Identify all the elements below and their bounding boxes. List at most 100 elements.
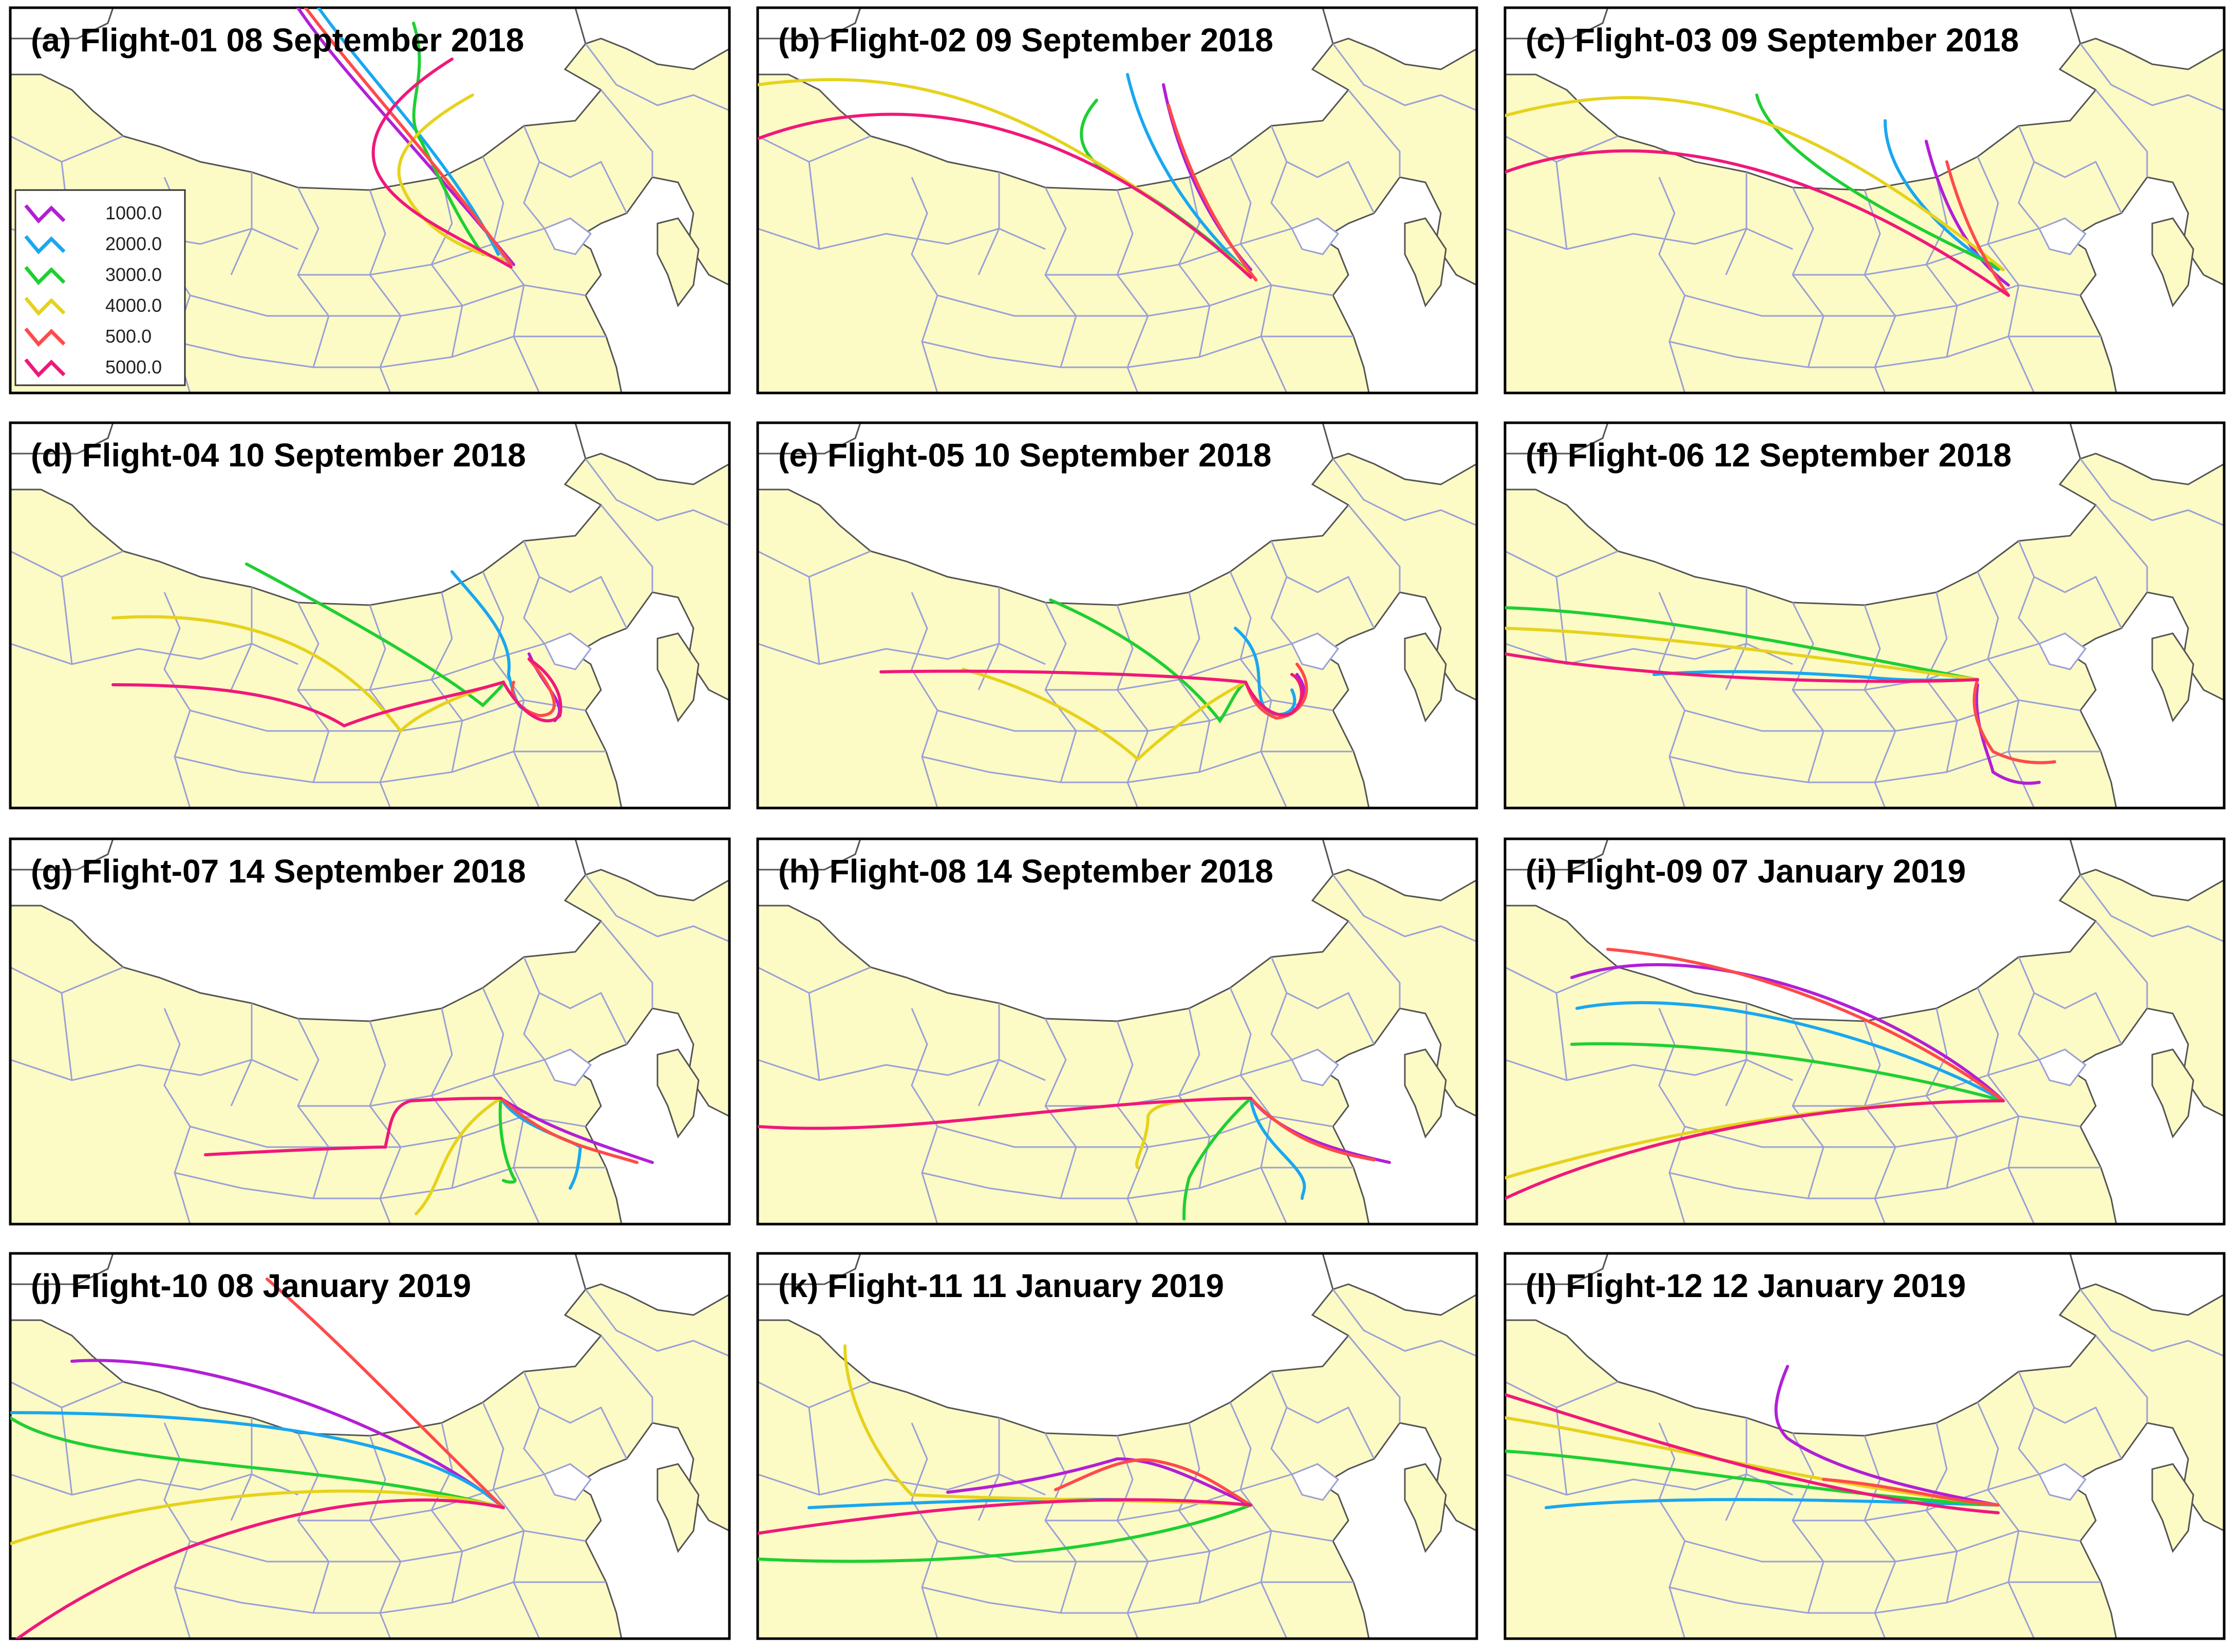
trajectory-3000: [1570, 1042, 2005, 1102]
legend: 1000.0 2000.0 3000.0 4000.0 500.0 5000.0: [14, 189, 186, 386]
panel-title: (l) Flight-12 12 January 2019: [1526, 1267, 1966, 1304]
legend-swatch-5000: [24, 358, 66, 378]
trajectory-3000: [412, 22, 484, 256]
basemap: [1505, 839, 2224, 1224]
trajectory-1000: [1975, 683, 2041, 785]
legend-label: 3000.0: [105, 264, 162, 285]
trajectory-5000: [879, 669, 1303, 717]
basemap: [758, 8, 1477, 393]
panel-a: (a) Flight-01 08 September 2018 1000.0 2…: [10, 8, 729, 393]
panel-j: (j) Flight-10 08 January 2019: [10, 1253, 729, 1644]
trajectory-5000: [1505, 1099, 2005, 1200]
panel-title: (i) Flight-09 07 January 2019: [1526, 853, 1966, 890]
legend-label: 4000.0: [105, 295, 162, 316]
trajectory-4000: [962, 668, 1247, 762]
trajectory-1000: [70, 1359, 505, 1509]
trajectory-500: [266, 1278, 505, 1509]
basemap: [1505, 8, 2224, 393]
trajectory-500: [1945, 160, 2010, 297]
panel-i: (i) Flight-09 07 January 2019: [1505, 839, 2224, 1224]
trajectory-3000: [498, 1097, 517, 1184]
trajectory-500: [1822, 1478, 2000, 1507]
trajectory-3000: [758, 1504, 1252, 1563]
trajectory-500: [304, 8, 513, 266]
trajectory-4000: [1505, 96, 2005, 271]
legend-label: 500.0: [105, 326, 152, 347]
trajectory-1000: [946, 1457, 1252, 1507]
legend-label: 5000.0: [105, 356, 162, 378]
trajectory-500: [499, 1097, 638, 1164]
trajectory-2000: [1884, 119, 2000, 271]
legend-swatch-4000: [24, 296, 66, 316]
trajectory-5000: [758, 112, 1252, 279]
panel-title: (a) Flight-01 08 September 2018: [31, 22, 524, 59]
legend-swatch-3000: [24, 266, 66, 286]
trajectory-2000: [1575, 1001, 2005, 1102]
panel-title: (j) Flight-10 08 January 2019: [31, 1267, 471, 1304]
panel-l: (l) Flight-12 12 January 2019: [1505, 1253, 2224, 1639]
panel-e: (e) Flight-05 10 September 2018: [758, 423, 1477, 808]
panel-b: (b) Flight-02 09 September 2018: [758, 8, 1477, 393]
panel-title: (c) Flight-03 09 September 2018: [1526, 22, 2019, 59]
trajectory-3000: [10, 1416, 505, 1509]
panel-c: (c) Flight-03 09 September 2018: [1505, 8, 2224, 393]
trajectory-3000: [1182, 1097, 1252, 1221]
trajectory-500: [1606, 948, 2005, 1102]
basemap: [1505, 1253, 2224, 1639]
legend-label: 1000.0: [105, 202, 162, 223]
panel-title: (g) Flight-07 14 September 2018: [31, 853, 526, 890]
trajectory-5000: [14, 1498, 505, 1639]
trajectory-5000: [1505, 1393, 2000, 1514]
basemap: [758, 423, 1477, 808]
trajectory-500: [1167, 104, 1257, 281]
trajectory-500: [1972, 678, 2056, 764]
panel-title: (f) Flight-06 12 September 2018: [1526, 437, 2012, 474]
panel-g: (g) Flight-07 14 September 2018: [10, 839, 729, 1224]
trajectory-3000: [1505, 1450, 2000, 1507]
trajectory-4000: [415, 1097, 502, 1215]
basemap: [10, 423, 729, 808]
trajectory-1000: [499, 1097, 654, 1164]
trajectory-1000: [1570, 963, 2005, 1102]
trajectory-500: [1054, 1458, 1252, 1507]
basemap: [758, 1253, 1477, 1639]
trajectory-4000: [843, 1344, 1252, 1507]
trajectory-2000: [317, 8, 500, 256]
trajectory-4000: [10, 1489, 505, 1545]
panel-h: (h) Flight-08 14 September 2018: [758, 839, 1477, 1224]
trajectory-5000: [204, 1097, 502, 1156]
trajectory-1000: [1774, 1365, 2000, 1507]
legend-swatch-1000: [24, 204, 66, 224]
trajectory-5000: [1505, 652, 1979, 683]
panel-f: (f) Flight-06 12 September 2018: [1505, 423, 2224, 808]
trajectory-3000: [1049, 598, 1247, 724]
panel-title: (d) Flight-04 10 September 2018: [31, 437, 526, 474]
trajectory-4000: [1505, 627, 1979, 681]
panel-title: (b) Flight-02 09 September 2018: [778, 22, 1273, 59]
trajectory-5000: [111, 658, 562, 728]
trajectory-2000: [1249, 1097, 1306, 1200]
basemap: [758, 839, 1477, 1224]
trajectory-500: [1249, 1097, 1376, 1161]
panel-title: (e) Flight-05 10 September 2018: [778, 437, 1271, 474]
trajectory-3000: [245, 562, 505, 708]
basemap: [10, 839, 729, 1224]
panel-d: (d) Flight-04 10 September 2018: [10, 423, 729, 808]
panel-k: (k) Flight-11 11 January 2019: [758, 1253, 1477, 1639]
trajectory-5000: [371, 58, 513, 269]
legend-swatch-500: [24, 327, 66, 347]
trajectory-2000: [10, 1411, 505, 1509]
trajectory-1000: [296, 8, 515, 266]
trajectory-5000: [758, 1498, 1252, 1535]
legend-swatch-2000: [24, 235, 66, 255]
panel-title: (h) Flight-08 14 September 2018: [778, 853, 1273, 890]
trajectory-3000: [1755, 93, 2005, 271]
trajectory-4000: [111, 615, 505, 734]
trajectory-5000: [1505, 149, 2010, 297]
trajectory-2000: [1126, 73, 1252, 276]
trajectory-2000: [1545, 1498, 2000, 1509]
trajectory-4000: [397, 93, 505, 261]
panel-title: (k) Flight-11 11 January 2019: [778, 1267, 1224, 1304]
trajectory-500: [1244, 663, 1308, 720]
